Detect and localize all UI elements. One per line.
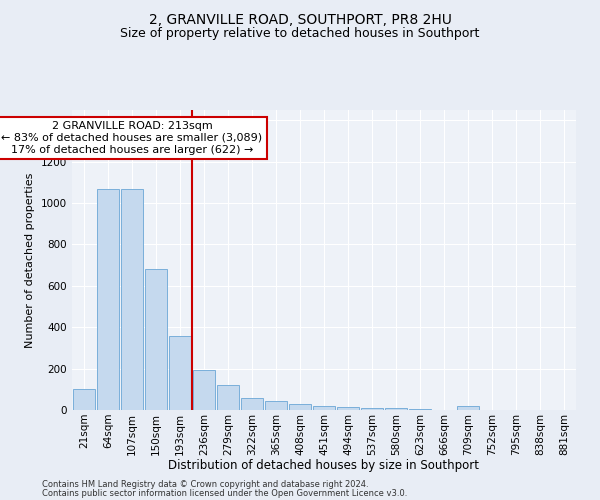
Bar xyxy=(241,398,263,410)
Bar xyxy=(193,370,215,410)
Bar xyxy=(457,406,479,410)
Bar xyxy=(97,188,119,410)
Text: Contains public sector information licensed under the Open Government Licence v3: Contains public sector information licen… xyxy=(42,488,407,498)
Bar xyxy=(385,408,407,410)
Text: Size of property relative to detached houses in Southport: Size of property relative to detached ho… xyxy=(121,28,479,40)
Bar xyxy=(217,385,239,410)
Bar xyxy=(361,408,383,410)
Bar xyxy=(121,188,143,410)
Text: Contains HM Land Registry data © Crown copyright and database right 2024.: Contains HM Land Registry data © Crown c… xyxy=(42,480,368,489)
Bar xyxy=(313,406,335,410)
Text: Distribution of detached houses by size in Southport: Distribution of detached houses by size … xyxy=(169,460,479,472)
Bar xyxy=(265,400,287,410)
Bar xyxy=(337,407,359,410)
Y-axis label: Number of detached properties: Number of detached properties xyxy=(25,172,35,348)
Text: 2, GRANVILLE ROAD, SOUTHPORT, PR8 2HU: 2, GRANVILLE ROAD, SOUTHPORT, PR8 2HU xyxy=(149,12,451,26)
Bar xyxy=(289,404,311,410)
Bar xyxy=(145,270,167,410)
Text: 2 GRANVILLE ROAD: 213sqm
← 83% of detached houses are smaller (3,089)
17% of det: 2 GRANVILLE ROAD: 213sqm ← 83% of detach… xyxy=(1,122,263,154)
Bar xyxy=(169,336,191,410)
Bar xyxy=(73,390,95,410)
